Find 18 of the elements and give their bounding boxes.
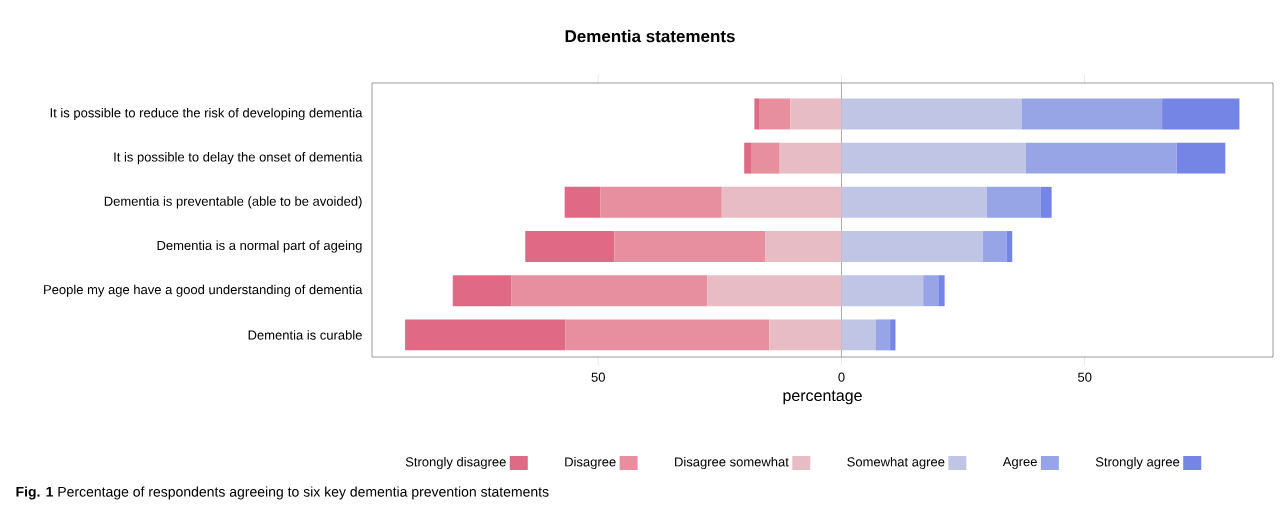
y-tick-label: It is possible to reduce the risk of developing dementia [50,107,363,120]
y-tick-label: It is possible to delay the onset of dementia [114,152,363,165]
y-tick-label: Dementia is curable [248,330,362,340]
chart-title: Dementia statements [565,29,735,43]
x-tick-label: 50 [591,372,605,382]
text: Fig. 1 Percentage of respondents agreeing to six key dementia prevention statements [16,486,549,500]
legend-label: Disagree [565,456,616,470]
legend-label: Disagree somewhat [675,456,789,470]
y-tick-label: Dementia is preventable (able to be avoided) [104,196,362,209]
legend-label: Agree [1002,457,1037,469]
legend-label: Strongly disagree [405,456,506,470]
y-tick-label: People my age have a good understanding of dementia [44,284,363,297]
legend-label: Somewhat agree [847,456,945,470]
x-axis-title: percentage [783,390,862,405]
y-tick-label: Dementia is a normal part of ageing [157,240,362,253]
x-tick-label: 50 [1078,372,1092,382]
x-tick-label: 0 [838,372,845,382]
legend-label: Strongly agree [1095,456,1180,470]
